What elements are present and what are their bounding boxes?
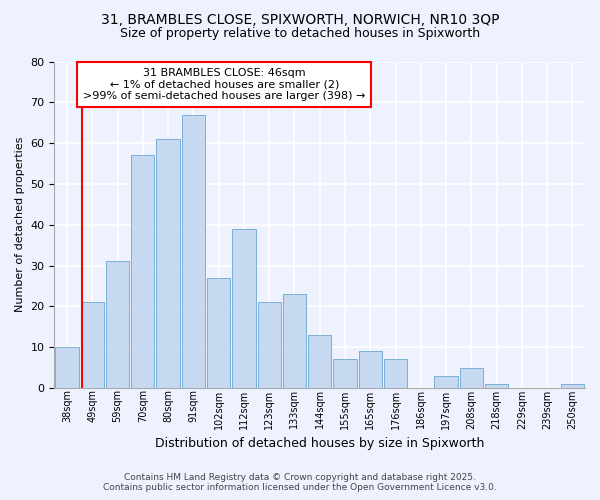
Bar (207, 278, 230, 388)
Bar (334, 360, 356, 388)
Bar (384, 360, 407, 388)
Bar (131, 156, 154, 388)
Text: Size of property relative to detached houses in Spixworth: Size of property relative to detached ho… (120, 28, 480, 40)
Bar (434, 376, 458, 388)
Bar (308, 335, 331, 388)
Text: Contains HM Land Registry data © Crown copyright and database right 2025.
Contai: Contains HM Land Registry data © Crown c… (103, 473, 497, 492)
Bar (257, 302, 281, 388)
Bar (460, 368, 483, 388)
Y-axis label: Number of detached properties: Number of detached properties (15, 137, 25, 312)
Bar (182, 114, 205, 388)
Text: 31 BRAMBLES CLOSE: 46sqm
← 1% of detached houses are smaller (2)
>99% of semi-de: 31 BRAMBLES CLOSE: 46sqm ← 1% of detache… (83, 68, 365, 101)
Bar (55, 347, 79, 388)
Bar (283, 294, 306, 388)
Text: 31, BRAMBLES CLOSE, SPIXWORTH, NORWICH, NR10 3QP: 31, BRAMBLES CLOSE, SPIXWORTH, NORWICH, … (101, 12, 499, 26)
Bar (485, 384, 508, 388)
Bar (561, 384, 584, 388)
X-axis label: Distribution of detached houses by size in Spixworth: Distribution of detached houses by size … (155, 437, 484, 450)
Bar (232, 229, 256, 388)
Bar (359, 351, 382, 388)
Bar (106, 262, 129, 388)
Bar (157, 139, 180, 388)
Bar (80, 302, 104, 388)
